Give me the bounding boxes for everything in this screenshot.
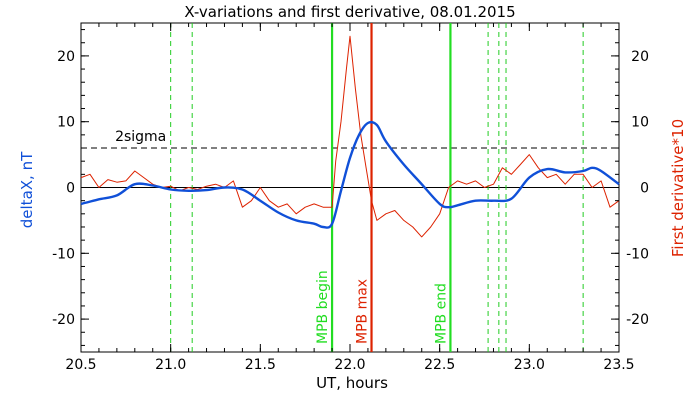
y-tick-label-right: 0 (640, 181, 649, 197)
x-tick-label: 23.0 (514, 357, 545, 373)
y-tick-label-right: -20 (626, 312, 649, 328)
marker-label-4: MPB end (433, 283, 449, 344)
x-tick-label: 21.0 (155, 357, 186, 373)
x-axis-label: UT, hours (316, 374, 388, 392)
y-tick-label-right: 10 (631, 115, 649, 131)
event-markers: MPB begin MPB max MPB end (170, 23, 584, 352)
y-tick-label-left: -20 (52, 312, 75, 328)
x-tick-label: 22.5 (424, 357, 455, 373)
axis-ticks (80, 23, 620, 352)
marker-label-2: MPB begin (315, 270, 331, 344)
y-tick-label-left: 0 (66, 181, 75, 197)
y-tick-label-right: -10 (626, 246, 649, 262)
x-tick-label: 20.5 (65, 357, 96, 373)
x-tick-label: 22.0 (334, 357, 365, 373)
series-lines (80, 35, 620, 238)
y-tick-label-left: 10 (57, 115, 75, 131)
series-deltax-line (80, 120, 620, 229)
chart-title: X-variations and first derivative, 08.01… (184, 3, 515, 21)
marker-label-3: MPB max (355, 279, 371, 344)
y-tick-label-right: 20 (631, 49, 649, 65)
x-tick-label: 23.5 (603, 357, 634, 373)
y-axis-label-left: deltaX, nT (18, 151, 36, 228)
y-axis-label-right: First derivative*10 (669, 119, 687, 257)
x-tick-label: 21.5 (245, 357, 276, 373)
threshold-label: 2sigma (115, 129, 166, 145)
y-tick-label-left: -10 (52, 246, 75, 262)
y-tick-label-left: 20 (57, 49, 75, 65)
axis-labels: 20.5 21.0 21.5 22.0 22.5 23.0 23.5 20 20 10 10 0 0 -1… (52, 49, 649, 373)
